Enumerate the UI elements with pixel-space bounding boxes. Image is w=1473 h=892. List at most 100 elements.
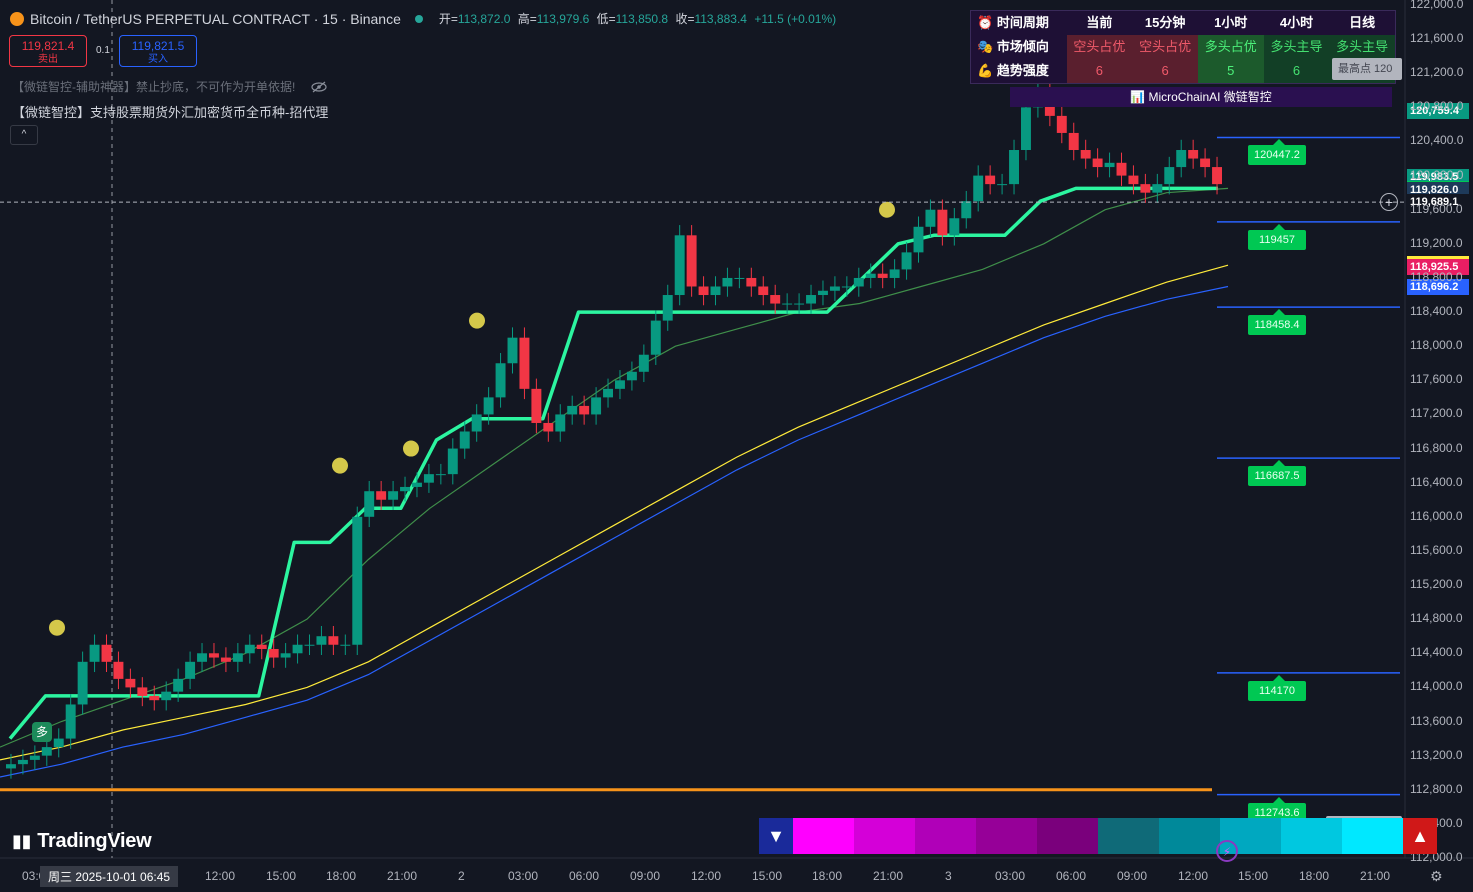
price-tick-label: 118,800.0 xyxy=(1410,269,1463,284)
candle-body xyxy=(220,657,231,662)
sell-button[interactable]: 119,821.4 卖出 xyxy=(9,35,87,67)
price-tick-label: 120,800.0 xyxy=(1410,99,1464,114)
price-tick-label: 120,000.0 xyxy=(1410,167,1464,182)
direction-daily: 多头主导 xyxy=(1329,35,1396,59)
price-tick-label: 119,200.0 xyxy=(1410,235,1463,250)
candle-body xyxy=(758,286,769,296)
candle-body xyxy=(483,397,494,415)
candle-body xyxy=(626,371,637,381)
candle-body xyxy=(806,295,816,304)
col-1h: 1小时 xyxy=(1214,15,1248,30)
candle-body xyxy=(137,687,148,696)
candle-body xyxy=(997,184,1008,186)
indicator-1-legend[interactable]: 【微链智控-辅助神器】禁止抄底，不可作为开单依据! xyxy=(12,78,327,95)
candle-body xyxy=(1092,158,1103,168)
price-tick-label: 115,200.0 xyxy=(1410,577,1463,592)
candle-body xyxy=(853,277,864,287)
candle-body xyxy=(280,653,291,658)
price-tick-label: 114,400.0 xyxy=(1410,645,1463,660)
candle-body xyxy=(1080,150,1091,159)
candle-body xyxy=(1152,184,1163,193)
high-point-tag: 最高点 120 xyxy=(1332,58,1402,80)
tradingview-logo[interactable]: ▮▮ TradingView xyxy=(12,830,152,852)
trend-table-direction-row: 🎭 市场倾向 空头占优 空头占优 多头占优 多头主导 多头主导 xyxy=(971,35,1396,59)
price-label: 119,689.1 xyxy=(1407,194,1469,211)
candle-body xyxy=(256,644,267,650)
time-tick-label: 12:00 xyxy=(205,869,236,883)
crosshair-add-icon[interactable]: + xyxy=(1380,193,1398,211)
price-tick-label: 112,800.0 xyxy=(1410,781,1463,796)
price-tick-label: 122,000.0 xyxy=(1410,0,1464,11)
timeframe-header: ⏰ 时间周期 xyxy=(977,15,1049,30)
time-tick-label: 15:00 xyxy=(1238,869,1269,883)
candle-body xyxy=(889,269,900,278)
price-label: 119,983.5 xyxy=(1407,169,1469,185)
candle-body xyxy=(591,397,602,415)
sell-price: 119,821.4 xyxy=(21,39,75,53)
down-arrow-icon: ▼ xyxy=(759,818,793,854)
candle-body xyxy=(364,491,375,517)
candle-body xyxy=(770,295,781,304)
candle-body xyxy=(412,482,422,487)
col-15m: 15分钟 xyxy=(1144,15,1186,30)
time-tick-label: 18:00 xyxy=(812,869,843,883)
candle-body xyxy=(17,759,28,765)
sell-label: 卖出 xyxy=(38,54,58,65)
candle-body xyxy=(173,678,184,692)
time-tick-label: 12:00 xyxy=(691,869,722,883)
candle-body xyxy=(782,303,793,305)
col-4h: 4小时 xyxy=(1279,15,1314,30)
price-tick-label: 120,400.0 xyxy=(1410,133,1464,148)
eye-hidden-icon[interactable] xyxy=(311,81,327,93)
candle-body xyxy=(113,661,124,679)
chart-header: Bitcoin / TetherUS PERPETUAL CONTRACT · … xyxy=(10,10,840,27)
candle-body xyxy=(567,405,578,415)
candle-body xyxy=(638,354,649,372)
candle-body xyxy=(543,422,554,432)
price-label: 118,696.2 xyxy=(1407,278,1469,295)
time-tick-label: 06:00 xyxy=(569,869,600,883)
time-tick-label: 21:00 xyxy=(387,869,418,883)
symbol-title[interactable]: Bitcoin / TetherUS PERPETUAL CONTRACT · … xyxy=(30,10,401,27)
buy-button[interactable]: 119,821.5 买入 xyxy=(119,35,197,67)
time-tick-label: 3 xyxy=(945,869,952,883)
bitcoin-icon xyxy=(10,11,24,26)
indicator-2-legend[interactable]: 【微链智控】支持股票期货外汇加密货币全币种-招代理 xyxy=(12,105,329,120)
candle-body xyxy=(841,286,852,288)
gear-icon[interactable]: ⚙ xyxy=(1430,868,1443,884)
candle-body xyxy=(423,474,434,483)
time-tick-label: 18:00 xyxy=(1299,869,1330,883)
candle-body xyxy=(818,290,828,296)
candle-body xyxy=(352,516,363,645)
buy-label: 买入 xyxy=(148,54,168,65)
candle-body xyxy=(949,218,960,236)
strength-label: 💪 趋势强度 xyxy=(977,63,1049,78)
col-daily: 日线 xyxy=(1349,15,1376,30)
candle-body xyxy=(973,175,984,202)
candle-body xyxy=(662,295,673,321)
candle-body xyxy=(125,678,136,688)
price-tick-label: 118,400.0 xyxy=(1410,304,1463,319)
time-tick-label: 03:0 xyxy=(22,869,46,883)
heat-cell xyxy=(1037,818,1098,854)
candle-body xyxy=(388,491,399,500)
candle-body xyxy=(1068,132,1079,151)
candle-body xyxy=(268,649,279,658)
time-tick-label: 06:00 xyxy=(1056,869,1087,883)
candle-body xyxy=(615,380,625,389)
yellow-ma-line xyxy=(0,264,1229,761)
candle-body xyxy=(734,277,745,279)
candle-body xyxy=(471,414,482,432)
direction-4h: 多头主导 xyxy=(1263,35,1330,59)
candle-body xyxy=(185,661,196,679)
time-tick-label: 2 xyxy=(458,869,465,883)
price-tick-label: 121,200.0 xyxy=(1410,65,1464,80)
candle-body xyxy=(1200,158,1211,168)
lightning-icon[interactable]: ⚡ xyxy=(1216,840,1238,862)
candle-body xyxy=(495,363,506,398)
price-tick-label: 113,200.0 xyxy=(1410,747,1463,762)
candle-body xyxy=(865,273,876,278)
col-current: 当前 xyxy=(1086,15,1113,30)
collapse-legend-button[interactable]: ^ xyxy=(10,125,38,145)
